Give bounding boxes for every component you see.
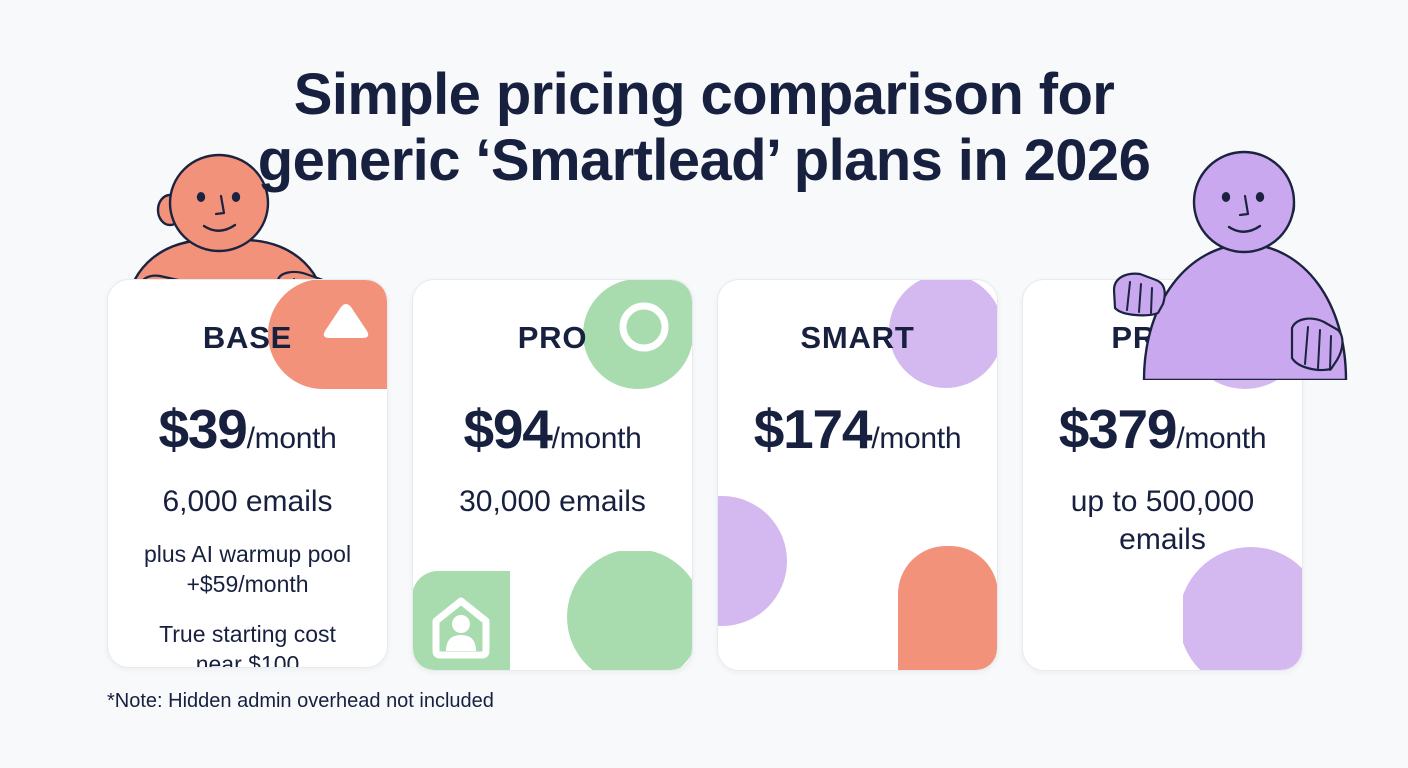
- plan-name: SMART: [800, 320, 915, 355]
- page-title: Simple pricing comparison for generic ‘S…: [0, 62, 1408, 194]
- price-amount: $379: [1058, 398, 1178, 460]
- price-row: $94/month: [413, 402, 692, 457]
- green-blob-shape: [583, 280, 692, 389]
- purple-half-circle-shape: [718, 496, 787, 626]
- pricing-cards-row: BASE $39/month 6,000 emails plus AI warm…: [107, 279, 1303, 671]
- plan-name: PRIME: [1111, 320, 1214, 355]
- footnote: *Note: Hidden admin overhead not include…: [107, 690, 494, 712]
- pricing-card-prime[interactable]: PRIME $379/month up to 500,000 emails: [1022, 279, 1303, 671]
- price-row: $379/month: [1023, 402, 1302, 457]
- price-amount: $94: [463, 398, 552, 460]
- email-quota: 30,000 emails: [459, 485, 646, 518]
- price-row: $39/month: [108, 402, 387, 457]
- pricing-card-pro[interactable]: PRO $94/month 30,000 emails: [412, 279, 693, 671]
- plan-note-secondary: True starting cost near $100: [108, 619, 387, 668]
- price-amount: $39: [158, 398, 247, 460]
- plan-name: BASE: [202, 320, 293, 355]
- card-content: PRIME $379/month up to 500,000 emails: [1023, 280, 1302, 559]
- card-content: PRO $94/month 30,000 emails: [413, 280, 692, 521]
- plan-name: PRO: [517, 320, 588, 355]
- price-period: /month: [871, 422, 962, 455]
- note-line: True starting cost: [159, 621, 336, 647]
- email-quota: 6,000 emails: [162, 485, 333, 518]
- card-content: BASE $39/month 6,000 emails plus AI warm…: [108, 280, 387, 668]
- purple-circle-shape: [1183, 547, 1302, 670]
- title-line-2: generic ‘Smartlead’ plans in 2026: [257, 128, 1151, 193]
- price-row: $174/month: [718, 402, 997, 457]
- green-circle-shape: [567, 551, 692, 670]
- coral-arch-shape: [898, 546, 997, 670]
- price-amount: $174: [753, 398, 873, 460]
- note-line: plus AI warmup pool: [143, 541, 352, 567]
- pricing-card-smart[interactable]: SMART $174/month: [717, 279, 998, 671]
- price-period: /month: [246, 422, 337, 455]
- card-content: SMART $174/month: [718, 280, 997, 457]
- price-period: /month: [1176, 422, 1267, 455]
- card-decorations: [718, 280, 997, 670]
- pricing-card-base[interactable]: BASE $39/month 6,000 emails plus AI warm…: [107, 279, 388, 668]
- note-line: +$59/month: [186, 571, 309, 597]
- note-line: near $100: [195, 651, 300, 668]
- purple-circle-shape: [889, 280, 997, 388]
- email-quota: up to 500,000 emails: [1070, 485, 1255, 556]
- title-line-1: Simple pricing comparison for: [293, 62, 1115, 127]
- plan-note-primary: plus AI warmup pool +$59/month: [108, 539, 387, 599]
- person-badge-icon: [413, 571, 510, 670]
- card-decorations: [413, 280, 692, 670]
- price-period: /month: [551, 422, 642, 455]
